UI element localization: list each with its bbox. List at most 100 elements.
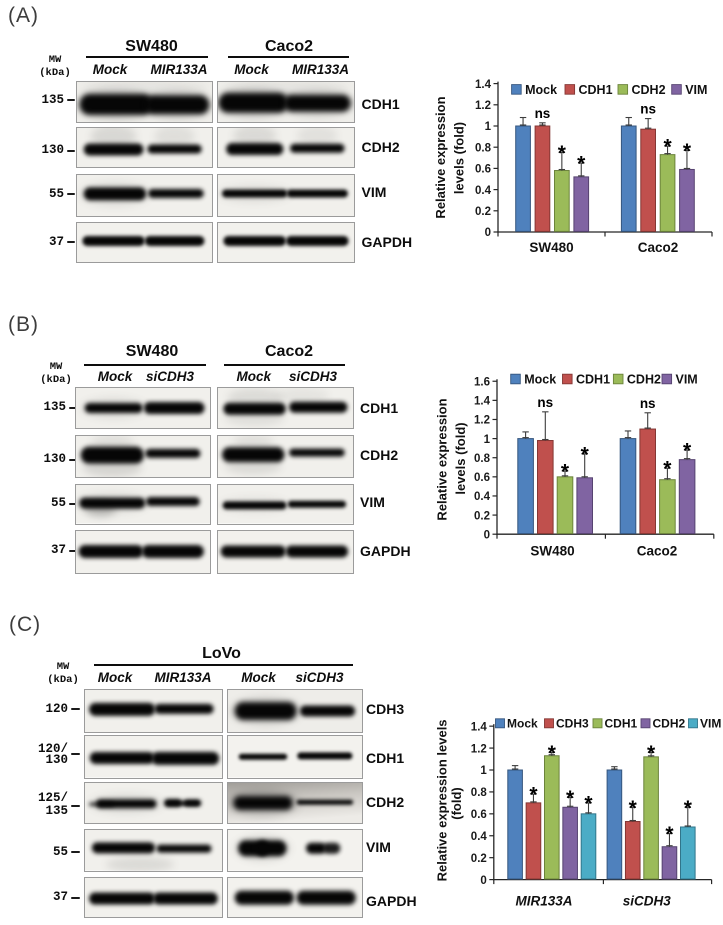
bar-sw480-cdh2 (556, 476, 574, 535)
group-underline-lovo (94, 664, 353, 666)
blot-band (296, 890, 356, 905)
legend-swatch-vim (688, 718, 698, 729)
group-header-lovo: LoVo (202, 644, 241, 662)
group-underline-sw480 (84, 363, 206, 366)
mw-marker-55: 55 (52, 844, 68, 859)
mw-marker-135: 135 (43, 400, 66, 414)
blot-band (238, 753, 287, 760)
y-tick-label: 1 (484, 434, 491, 446)
blot-box-panel-c-cdh1-1 (226, 735, 363, 779)
mw-marker-120: 120 (45, 701, 68, 716)
protein-label-panel-b-vim: VIM (360, 494, 385, 510)
legend-label-cdh1: CDH1 (605, 717, 638, 731)
protein-label-panel-a-gapdh: GAPDH (361, 233, 413, 250)
blot-smudge (232, 128, 277, 147)
blot-box-panel-b-cdh2-1 (216, 434, 354, 478)
y-tick-label: 0.2 (475, 206, 491, 218)
blot-band (232, 796, 293, 810)
legend-label-cdh1: CDH1 (576, 372, 610, 386)
group-header-sw480: SW480 (125, 38, 178, 55)
blot-smudge (105, 856, 174, 871)
blot-band (234, 702, 297, 720)
blot-band (84, 403, 143, 413)
blot-box-panel-a-cdh1-0 (75, 81, 213, 123)
mw-units-label: MW (kDa) (25, 54, 85, 79)
blot-band (151, 751, 219, 765)
y-tick-label: 0.6 (474, 472, 490, 484)
blot-band (299, 705, 355, 717)
mw-marker-120: 120/ (37, 742, 68, 756)
legend-swatch-mock (511, 84, 522, 95)
lane-label-sicdh3-01: siCDH3 (145, 369, 194, 384)
significance-label: * (663, 458, 672, 481)
legend-label-mock: Mock (524, 372, 556, 386)
legend-swatch-cdh1 (564, 84, 576, 95)
blot-band (88, 802, 114, 806)
legend-label-cdh2: CDH2 (627, 372, 661, 386)
y-tick-label: 1.2 (475, 100, 491, 112)
blot-band (221, 446, 284, 462)
blot-box-panel-a-vim-0 (75, 174, 213, 217)
legend-swatch-mock (510, 373, 521, 385)
blot-band (79, 93, 153, 115)
blot-band (234, 890, 294, 905)
blot-box-panel-a-cdh1-1 (217, 81, 355, 123)
blot-box-panel-a-cdh2-1 (217, 127, 355, 168)
significance-label: * (581, 443, 590, 466)
bar-sw480-mock (515, 125, 531, 232)
blot-band (285, 545, 348, 558)
lane-label-sicdh3-11: siCDH3 (288, 369, 337, 384)
protein-label-panel-b-gapdh: GAPDH (360, 543, 411, 559)
legend-swatch-cdh3 (544, 718, 554, 729)
legend-label-cdh2: CDH2 (632, 83, 666, 97)
blot-band (286, 189, 348, 198)
significance-label: * (566, 787, 575, 810)
blot-band (156, 844, 211, 853)
mw-tick (66, 149, 75, 152)
y-tick-label: 1.2 (471, 743, 487, 755)
mw-marker-55: 55 (48, 186, 64, 201)
category-label-caco2: Caco2 (637, 544, 678, 559)
blot-box-panel-b-vim-1 (216, 484, 354, 525)
y-tick-label: 0.6 (471, 809, 487, 821)
blot-band (286, 235, 349, 246)
blot-band (226, 143, 284, 156)
significance-label: ns (640, 396, 656, 411)
mw-marker-55: 55 (50, 496, 66, 510)
blot-box-panel-c-vim-0 (83, 829, 223, 872)
y-tick-label: 0.4 (471, 831, 488, 843)
legend-label-mock: Mock (525, 83, 557, 97)
blot-band (95, 799, 156, 809)
category-label-sw480: SW480 (529, 240, 573, 255)
mw-marker-37: 37 (52, 890, 68, 905)
blot-band (287, 500, 346, 508)
significance-label: * (561, 461, 570, 484)
group-header-caco2: Caco2 (264, 343, 314, 360)
bar-caco2-cdh2 (659, 154, 676, 232)
y-tick-label: 1.4 (475, 79, 492, 91)
blot-band (290, 143, 345, 153)
protein-label-panel-c-gapdh: GAPDH (366, 892, 417, 909)
legend-label-vim: VIM (676, 372, 698, 386)
significance-label: * (577, 153, 586, 176)
y-tick-label: 0.8 (475, 142, 492, 154)
significance-label: ns (535, 106, 551, 121)
group-header-caco2: Caco2 (264, 38, 314, 55)
bar-caco2-cdh1 (639, 428, 657, 535)
mw-marker-37: 37 (50, 543, 66, 557)
bar-mir133a-mock (507, 769, 523, 880)
blot-band (223, 235, 286, 246)
blot-box-panel-b-vim-0 (74, 484, 211, 525)
blot-box-panel-a-gapdh-0 (75, 222, 213, 263)
blot-band (218, 92, 289, 113)
blot-box-panel-c-gapdh-1 (226, 876, 363, 918)
mw-tick (69, 549, 78, 552)
y-axis-title-line: levels (fold) (453, 422, 468, 494)
mw-tick (71, 804, 80, 807)
legend-swatch-cdh1 (562, 373, 573, 385)
category-label-sw480: SW480 (530, 544, 574, 559)
blot-band (146, 144, 202, 154)
blot-band (144, 235, 204, 246)
bar-sw480-vim (576, 477, 594, 535)
blot-band (144, 95, 209, 115)
